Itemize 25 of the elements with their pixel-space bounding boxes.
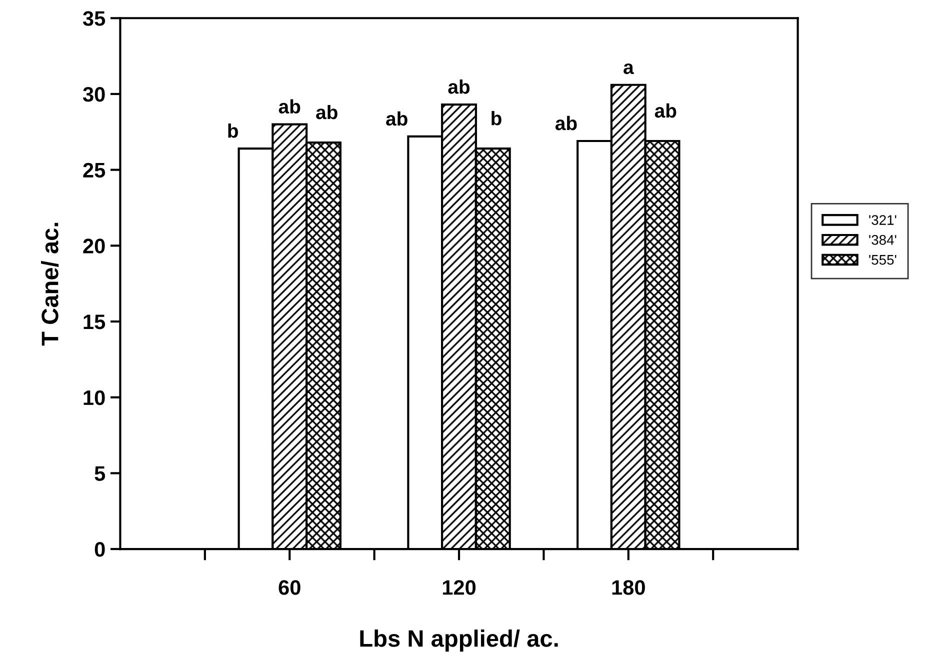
- data-label: a: [624, 63, 634, 74]
- x-tick-label: 120: [442, 580, 476, 595]
- y-tick-label: 35: [82, 11, 106, 26]
- data-label: ab: [448, 80, 470, 94]
- data-label: ab: [386, 111, 408, 126]
- y-tick-label: 10: [84, 390, 105, 406]
- x-tick-label: 180: [612, 580, 645, 595]
- legend-label: '321': [869, 215, 896, 225]
- legend-label: '555': [869, 255, 896, 265]
- data-label: b: [492, 111, 502, 126]
- data-label: ab: [316, 104, 338, 120]
- y-axis-title: T Cane/ ac.: [41, 222, 59, 346]
- y-tick-label: 30: [82, 86, 105, 102]
- y-tick-label: 0: [94, 542, 105, 557]
- data-label: b: [228, 124, 238, 138]
- y-tick-label: 15: [84, 314, 106, 330]
- data-label: ab: [654, 103, 676, 118]
- x-tick-label: 60: [278, 580, 300, 595]
- data-label: ab: [555, 116, 577, 130]
- y-tick-label: 5: [94, 466, 106, 481]
- y-tick-label: 20: [83, 238, 105, 254]
- y-tick-label: 25: [83, 162, 106, 178]
- legend-label: '384': [869, 235, 896, 245]
- data-label: ab: [278, 99, 300, 114]
- x-axis-title: Lbs N applied/ ac.: [360, 630, 558, 652]
